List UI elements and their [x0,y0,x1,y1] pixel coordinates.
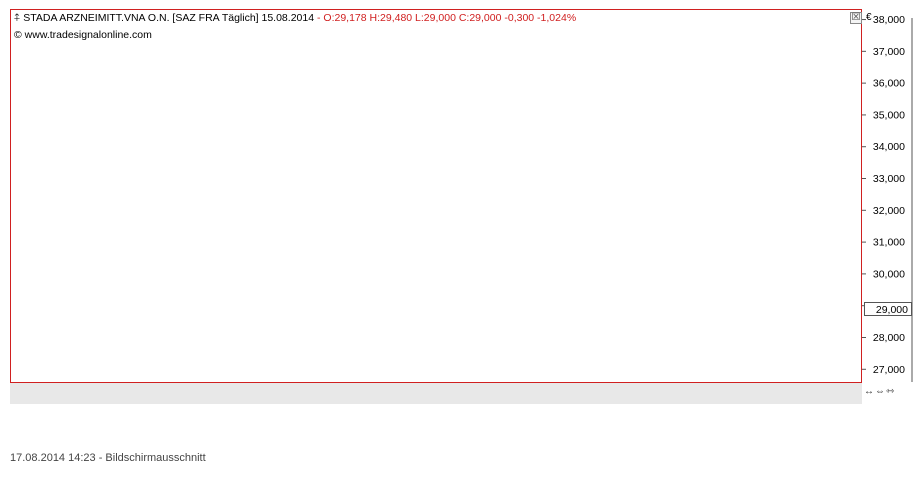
y-tick-label: 33,000 [873,173,905,185]
period-label: Täglich] [221,12,259,24]
footer-caption: 17.08.2014 14:23 - Bildschirmausschnitt [10,452,206,464]
scroll-nav-icons[interactable]: ↔⇔⇿ [864,386,896,397]
watermark-url: www.tradesignalonline.com [24,29,152,41]
y-tick-label: 34,000 [873,141,905,153]
y-tick-label: 30,000 [873,268,905,280]
instrument-name: STADA ARZNEIMITT.VNA O.N. [SAZ FRA [23,12,220,24]
close-icon[interactable]: ☒ [850,12,862,24]
quote-label: - O:29,178 H:29,480 L:29,000 C:29,000 -0… [316,12,577,24]
y-tick-label: 27,000 [873,364,905,376]
currency-label: € [866,12,872,23]
watermark: © www.tradesignalonline.com [14,29,152,41]
y-tick-label: 35,000 [873,109,905,121]
chart-header: ⍏ STADA ARZNEIMITT.VNA O.N. [SAZ FRA Täg… [14,12,576,25]
y-tick-label: 37,000 [873,46,905,58]
y-tick-label: 31,000 [873,237,905,249]
y-tick-label: 32,000 [873,205,905,217]
x-axis-bar [10,383,862,404]
last-price-marker: 29,000 [864,302,912,316]
y-tick-label: 36,000 [873,78,905,90]
chart-frame [10,9,862,383]
y-tick-label: 28,000 [873,332,905,344]
date-label: 15.08.2014 [261,12,315,24]
instrument-icon: ⍏ [14,12,21,24]
y-tick-label: 38,000 [873,14,905,26]
y-axis: 38,000 37,000 36,000 35,000 34,000 33,000 32,0… [862,14,913,382]
